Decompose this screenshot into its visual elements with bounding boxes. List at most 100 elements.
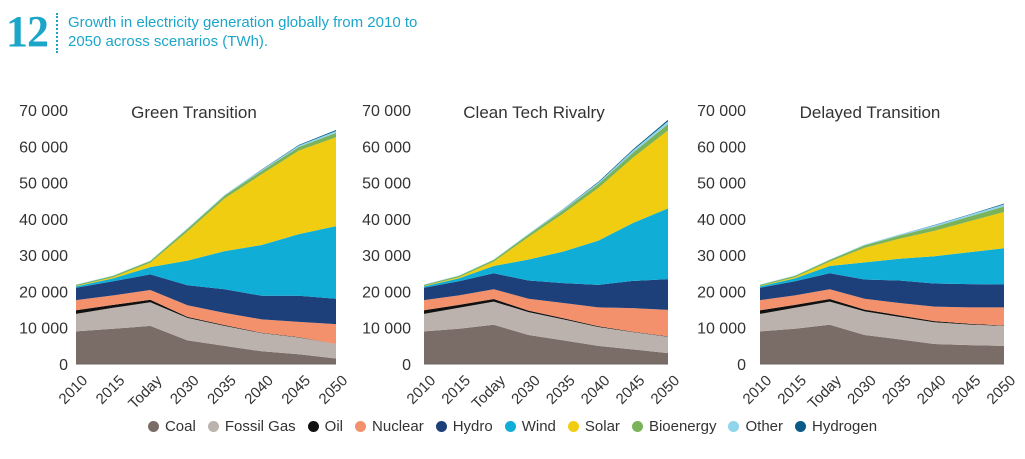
legend-swatch [567,421,579,432]
legend-swatch [207,421,219,432]
x-tick-label: 2045 [949,372,985,408]
area-hydro [760,273,1004,308]
legend-item-coal: Coal [147,418,196,435]
y-tick-label: 60 000 [362,139,411,156]
y-tick-label: 40 000 [697,212,746,229]
legend-item-hydro: Hydro [435,418,493,435]
x-tick-label: 2015 [93,372,129,408]
y-tick-label: 70 000 [362,103,411,120]
x-tick-label: 2030 [508,372,544,408]
x-tick-label: Today [805,372,846,413]
y-tick-label: 60 000 [19,139,68,156]
chart-green-transition: Green Transition 0 10 000 20 000 30 000 40 00… [19,103,351,412]
area-wind [76,226,336,299]
area-coal [424,324,668,364]
area-fossil-gas [760,301,1004,346]
y-tick-label: 40 000 [19,212,68,229]
legend-swatch [631,421,643,432]
x-tick-label: 2030 [844,372,880,408]
x-tick-label: 2035 [204,372,240,408]
area-wind [760,248,1004,288]
figure-header: 12 Growth in electricity generation glob… [6,10,428,54]
x-tick-label: 2040 [241,372,277,408]
y-tick-label: 70 000 [19,103,68,120]
legend: Coal Fossil Gas Oil Nuclear Hydro Wind Solar Bi… [0,418,1025,435]
area-bioenergy [760,206,1004,286]
y-tick-label: 50 000 [19,176,68,193]
area-solar [760,211,1004,287]
y-tick-label: 50 000 [697,176,746,193]
figure-title: Growth in electricity generation globall… [68,14,418,50]
y-tick-label: 10 000 [19,321,68,338]
x-tick-label: 2045 [613,372,649,408]
x-tick-label: 2015 [438,372,474,408]
x-tick-label: 2010 [404,372,440,408]
y-tick-label: 20 000 [362,284,411,301]
legend-label: Bioenergy [648,418,717,435]
x-tick-label: 2040 [914,372,950,408]
legend-item-fossil-gas: Fossil Gas [207,418,296,435]
x-tick-label: 2050 [316,372,352,408]
area-hydro [424,273,668,310]
figure-number: 12 [6,7,49,56]
legend-swatch [504,421,516,432]
legend-label: Fossil Gas [224,418,296,435]
y-tick-label: 70 000 [697,103,746,120]
legend-item-solar: Solar [567,418,620,435]
x-tick-label: 2035 [879,372,915,408]
legend-item-other: Other [728,418,783,435]
y-tick-label: 10 000 [697,321,746,338]
legend-swatch [728,421,740,432]
x-tick-label: 2030 [167,372,203,408]
x-tick-label: 2010 [740,372,776,408]
legend-swatch [307,421,319,432]
x-tick-label: 2015 [774,372,810,408]
legend-label: Oil [324,418,344,435]
area-oil [76,299,336,345]
area-fossil-gas [424,301,668,354]
x-tick-label: 2050 [984,372,1020,408]
x-tick-label: 2010 [56,372,92,408]
legend-swatch [147,421,159,432]
legend-label: Solar [584,418,620,435]
legend-item-bioenergy: Bioenergy [631,418,717,435]
y-tick-label: 20 000 [19,284,68,301]
y-tick-label: 0 [402,357,411,374]
legend-item-nuclear: Nuclear [355,418,424,435]
y-tick-label: 60 000 [697,139,746,156]
figure-separator [56,13,58,53]
y-tick-label: 40 000 [362,212,411,229]
legend-swatch [435,421,447,432]
y-tick-label: 30 000 [19,248,68,265]
y-tick-label: 20 000 [697,284,746,301]
legend-label: Hydrogen [812,418,878,435]
legend-label: Other [745,418,783,435]
y-tick-label: 10 000 [362,321,411,338]
legend-item-hydrogen: Hydrogen [795,418,877,435]
area-coal [760,324,1004,364]
x-tick-label: 2050 [648,372,684,408]
area-fossil-gas [76,302,336,359]
area-coal [76,325,336,364]
chart-delayed-transition: Delayed Transition 0 10 000 20 000 30 000 40 … [697,103,1019,412]
legend-label: Hydro [452,418,493,435]
chart-clean-tech-rivalry: Clean Tech Rivalry 0 10 000 20 000 30 000 40 … [362,103,683,412]
x-tick-label: 2040 [578,372,614,408]
y-tick-label: 30 000 [362,248,411,265]
area-nuclear [76,289,336,345]
y-tick-label: 50 000 [362,176,411,193]
legend-label: Nuclear [372,418,424,435]
area-solar [424,130,668,287]
legend-swatch [795,421,806,432]
x-tick-label: 2035 [543,372,579,408]
chart-title: Green Transition [131,103,257,122]
x-tick-label: 2045 [278,372,314,408]
area-nuclear [760,289,1004,326]
area-other [760,204,1004,285]
chart-title: Clean Tech Rivalry [463,103,605,122]
legend-swatch [355,421,367,432]
y-tick-label: 0 [59,357,68,374]
legend-item-oil: Oil [307,418,344,435]
legend-label: Wind [521,418,556,435]
